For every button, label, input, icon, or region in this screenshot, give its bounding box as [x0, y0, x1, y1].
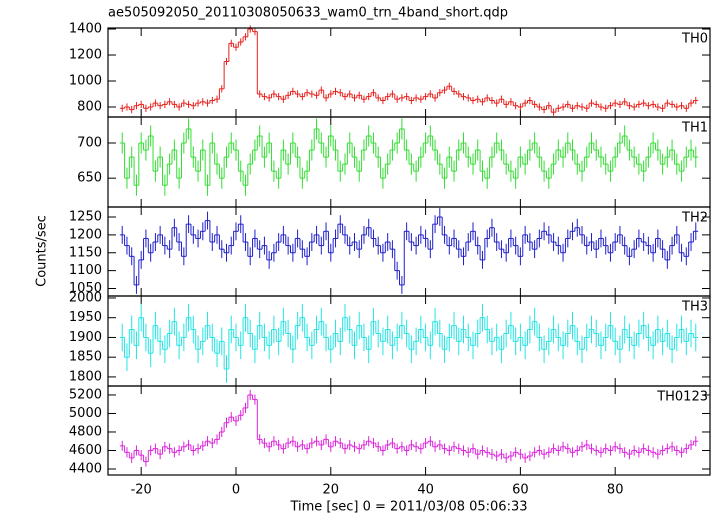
panel-label: TH0	[681, 32, 708, 47]
y-tick-label: 1900	[69, 330, 102, 345]
panel-label: TH0123	[656, 390, 708, 405]
y-tick-label: 1250	[69, 210, 102, 225]
x-tick-label: 20	[323, 483, 340, 498]
y-tick-label: 1950	[69, 310, 102, 325]
y-tick-label: 1200	[69, 227, 102, 242]
y-tick-label: 650	[77, 171, 102, 186]
step-connector	[124, 29, 694, 113]
step-connector	[124, 128, 694, 186]
panel-frame	[107, 206, 711, 297]
y-tick-label: 1050	[69, 281, 102, 296]
y-tick-label: 1000	[69, 74, 102, 89]
y-tick-label: 700	[77, 136, 102, 151]
y-tick-label: 1150	[69, 245, 102, 260]
x-tick-label: 80	[607, 483, 624, 498]
y-tick-label: 1800	[69, 369, 102, 384]
panel-label: TH2	[681, 211, 708, 226]
panel-label: TH1	[681, 121, 708, 136]
x-axis-label: Time [sec] 0 = 2011/03/08 05:06:33	[289, 500, 527, 515]
step-connector	[124, 217, 694, 285]
y-tick-label: 2000	[69, 290, 102, 305]
y-tick-label: 1200	[69, 48, 102, 63]
y-tick-label: 5000	[69, 406, 102, 421]
y-axis-label: Counts/sec	[35, 215, 50, 287]
y-tick-label: 800	[77, 99, 102, 114]
y-tick-label: 1100	[69, 263, 102, 278]
panel-label: TH3	[681, 300, 708, 315]
y-tick-label: 1850	[69, 350, 102, 365]
x-tick-label: -20	[131, 483, 152, 498]
y-tick-label: 4600	[69, 443, 102, 458]
panel-frame	[107, 385, 711, 476]
x-tick-label: 40	[417, 483, 434, 498]
x-tick-label: 60	[512, 483, 529, 498]
step-connector	[124, 394, 694, 462]
step-connector	[124, 317, 694, 370]
y-tick-label: 4400	[69, 461, 102, 476]
y-tick-label: 5200	[69, 387, 102, 402]
y-tick-label: 4800	[69, 424, 102, 439]
chart-title: ae505092050_20110308050633_wam0_trn_4ban…	[108, 6, 508, 21]
y-tick-label: 1400	[69, 22, 102, 37]
x-tick-label: 0	[232, 483, 240, 498]
